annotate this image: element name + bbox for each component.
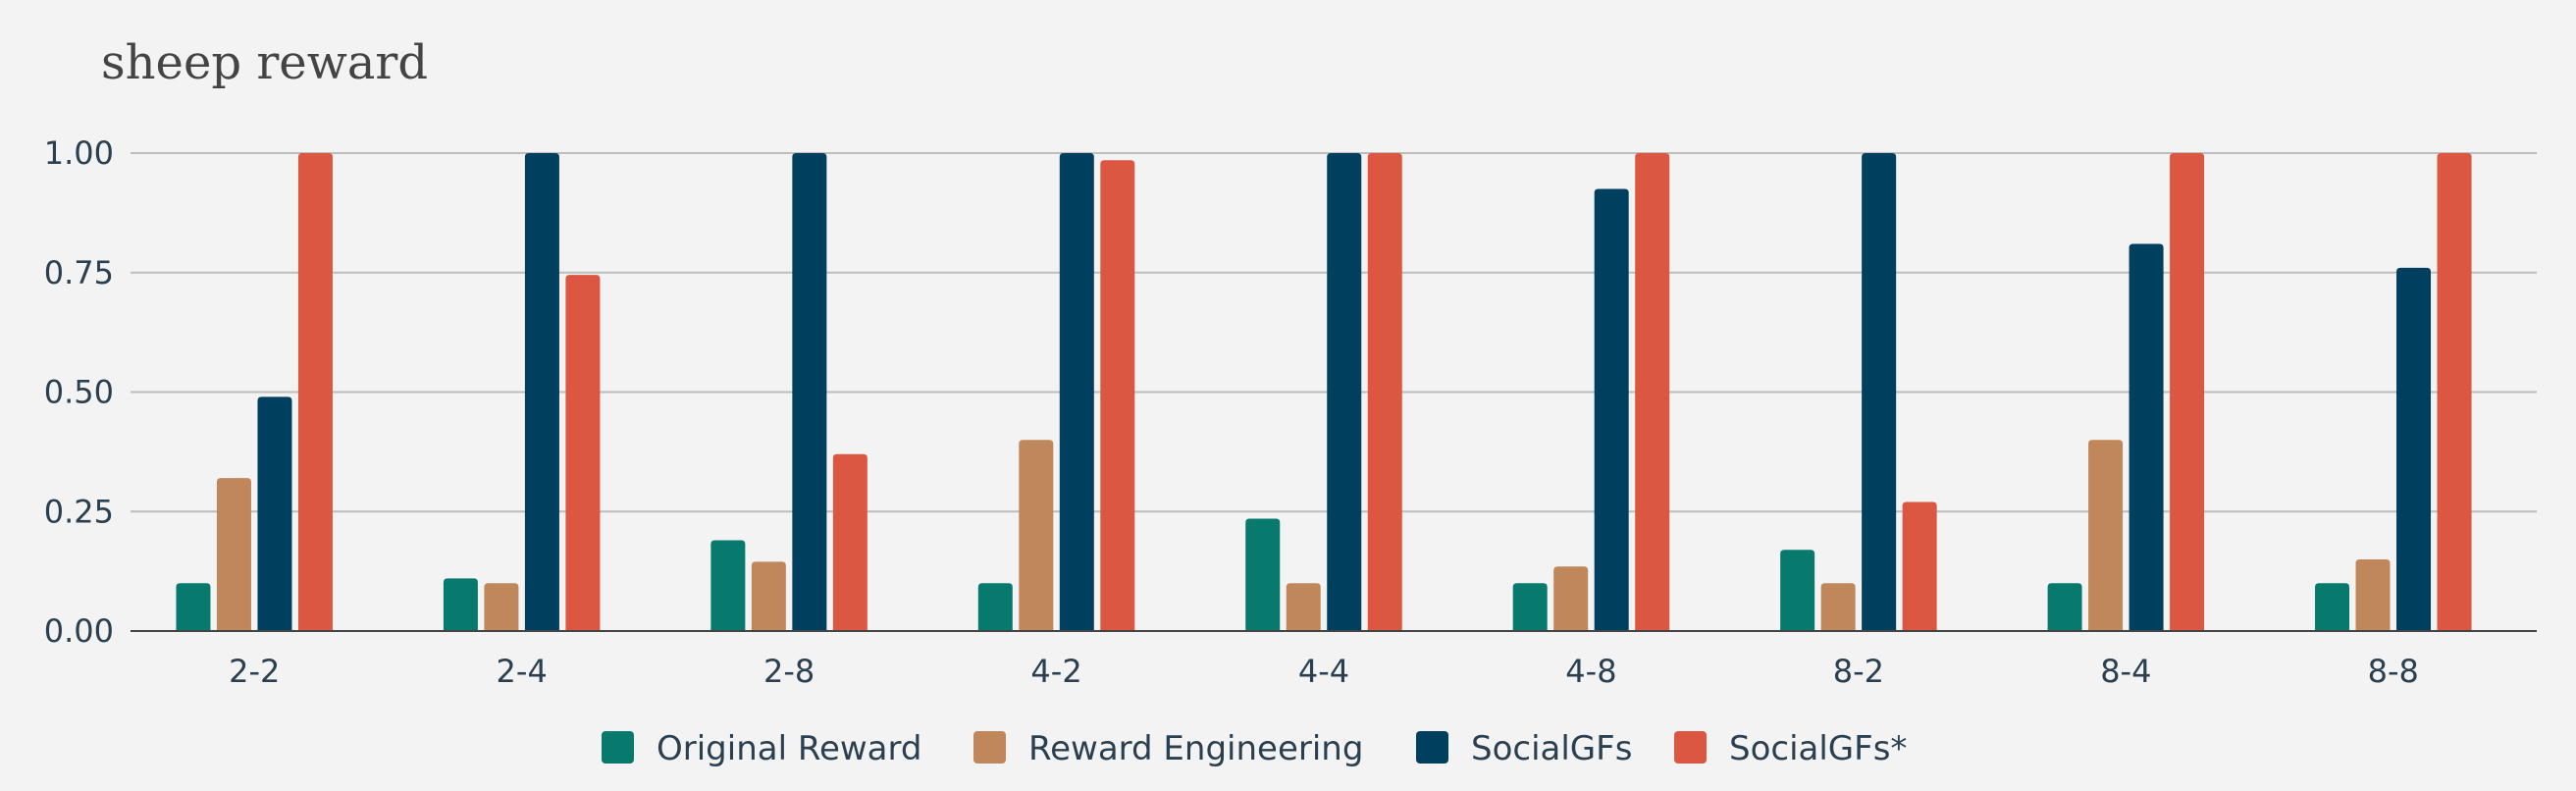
bar (1862, 153, 1897, 631)
legend-swatch (602, 731, 634, 764)
bar (1902, 501, 1937, 631)
legend-label: SocialGFs (1471, 729, 1632, 768)
bar (1019, 440, 1054, 631)
bar (1100, 160, 1135, 631)
bar (2437, 153, 2472, 631)
legend-item: Reward Engineering (973, 729, 1363, 768)
bar (751, 561, 786, 631)
bar (977, 583, 1013, 631)
x-tick-label: 8-8 (2368, 653, 2419, 690)
legend-swatch (1416, 731, 1448, 764)
y-tick-label: 1.00 (44, 134, 114, 172)
bar (1594, 188, 1629, 631)
bar (2396, 267, 2432, 631)
bar (2355, 558, 2391, 631)
bar (2088, 440, 2124, 631)
bar (297, 153, 333, 631)
legend-swatch (973, 731, 1006, 764)
bar (1635, 153, 1670, 631)
legend-item: Original Reward (602, 729, 921, 768)
bar (565, 275, 601, 631)
bar (710, 540, 746, 631)
x-axis-ticks: 2-2 2-4 2-8 4-2 4-4 4-8 8-2 8-4 8-8 (229, 653, 2419, 690)
y-tick-label: 0.75 (44, 254, 114, 291)
bar (484, 583, 519, 631)
bar (216, 478, 251, 631)
bar (1059, 153, 1094, 631)
bars (176, 153, 2472, 631)
legend-item: SocialGFs* (1674, 729, 1907, 768)
bar (1820, 583, 1856, 631)
bar (1367, 153, 1402, 631)
x-tick-label: 4-8 (1565, 653, 1616, 690)
legend-label: SocialGFs* (1729, 729, 1907, 768)
legend-item: SocialGFs (1416, 729, 1632, 768)
bar (1780, 550, 1815, 631)
bar (2047, 583, 2082, 631)
bar (524, 153, 559, 631)
x-tick-label: 2-4 (497, 653, 548, 690)
x-tick-label: 8-2 (1833, 653, 1884, 690)
x-tick-label: 4-4 (1298, 653, 1349, 690)
x-tick-label: 4-2 (1030, 653, 1081, 690)
bar (2129, 243, 2164, 631)
x-tick-label: 2-2 (229, 653, 280, 690)
bar (2170, 153, 2205, 631)
bar (832, 453, 867, 631)
bar (1327, 153, 1362, 631)
bar (1553, 566, 1589, 631)
y-axis-ticks: 0.00 0.25 0.50 0.75 1.00 (44, 134, 114, 650)
legend-swatch (1674, 731, 1707, 764)
bar (1245, 518, 1281, 631)
bar (1286, 583, 1321, 631)
legend-label: Reward Engineering (1028, 729, 1363, 768)
chart-title: sheep reward (101, 35, 428, 90)
x-tick-label: 2-8 (763, 653, 815, 690)
bar (1512, 583, 1548, 631)
bar (176, 583, 211, 631)
bar (792, 153, 827, 631)
bar (443, 578, 478, 631)
y-tick-label: 0.50 (44, 374, 114, 411)
x-tick-label: 8-4 (2100, 653, 2151, 690)
y-tick-label: 0.25 (44, 493, 114, 530)
bar (2315, 583, 2350, 631)
legend: Original Reward Reward Engineering SocialG… (602, 729, 1907, 768)
legend-label: Original Reward (657, 729, 921, 768)
bar (257, 396, 292, 631)
y-tick-label: 0.00 (44, 612, 114, 650)
